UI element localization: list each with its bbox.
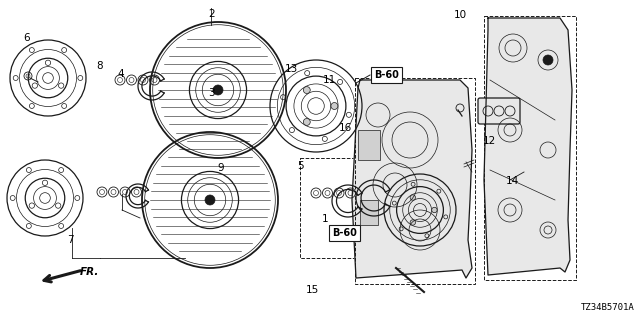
- Text: 12: 12: [483, 136, 496, 146]
- Circle shape: [303, 87, 310, 93]
- Bar: [355, 78, 475, 284]
- Text: 11: 11: [323, 75, 336, 85]
- Bar: [358, 130, 380, 160]
- Text: 6: 6: [24, 33, 30, 44]
- Polygon shape: [352, 80, 472, 278]
- Polygon shape: [484, 18, 572, 275]
- Text: 16: 16: [339, 123, 352, 133]
- Text: 2: 2: [208, 9, 214, 20]
- Bar: [360, 200, 378, 225]
- Text: 14: 14: [506, 176, 518, 186]
- Text: 7: 7: [67, 235, 74, 245]
- Circle shape: [543, 55, 553, 65]
- Text: 4: 4: [117, 68, 124, 79]
- FancyBboxPatch shape: [478, 98, 520, 124]
- Text: 8: 8: [96, 60, 102, 71]
- Text: TZ34B5701A: TZ34B5701A: [581, 303, 635, 312]
- Circle shape: [213, 85, 223, 95]
- Text: 10: 10: [454, 10, 467, 20]
- Circle shape: [205, 195, 215, 205]
- Text: B-60: B-60: [332, 228, 357, 238]
- Text: 15: 15: [306, 284, 319, 295]
- Text: 1: 1: [322, 214, 328, 224]
- Text: 9: 9: [218, 163, 224, 173]
- Circle shape: [331, 102, 338, 109]
- Text: 13: 13: [285, 64, 298, 74]
- Circle shape: [303, 118, 310, 125]
- Text: FR.: FR.: [80, 267, 99, 277]
- Text: B-60: B-60: [374, 70, 399, 80]
- Circle shape: [410, 220, 415, 225]
- Text: 3: 3: [208, 88, 214, 98]
- Circle shape: [432, 207, 437, 213]
- Text: 5: 5: [298, 161, 304, 172]
- Circle shape: [410, 195, 415, 200]
